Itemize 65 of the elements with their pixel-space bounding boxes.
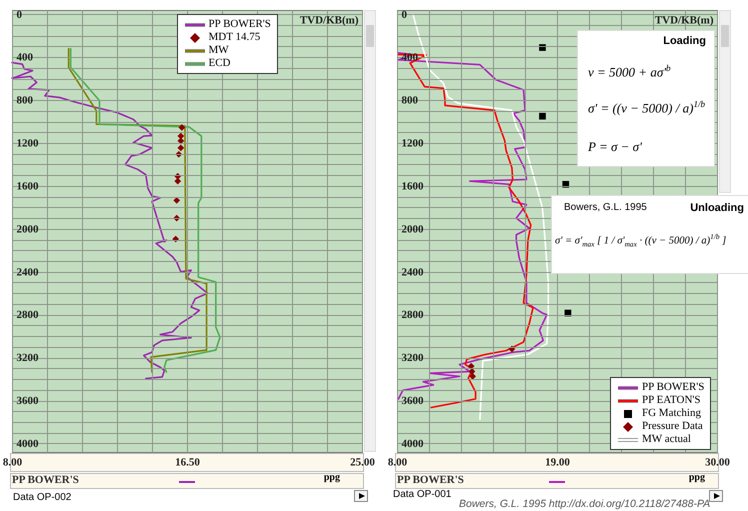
point (177, 144, 184, 152)
point (178, 124, 186, 131)
annotation: σ' = σ'$_{max}$ [ 1 / σ'$_{max}$ · ((v − 5000) / a)$^{1/b}$ ] (555, 232, 726, 249)
point (177, 138, 184, 144)
y-tick-label: 2400 (402, 266, 424, 278)
point (469, 373, 476, 380)
y-tick-label: 4000 (16, 438, 39, 450)
y-tick-label: 3200 (402, 352, 424, 364)
y-tick-label: 4000 (402, 438, 424, 450)
annotation: P = σ − σ' (588, 139, 642, 155)
y-tick-label: 2000 (402, 223, 424, 236)
y-tick-label: 1200 (402, 138, 424, 150)
x-tick-label: 8.00 (2, 456, 23, 468)
y-tick-label: 0 (16, 8, 22, 21)
text: Data OP-001 (393, 489, 452, 500)
x-tick-label: 16.50 (175, 456, 200, 468)
annotation: v = 5000 + aσ'$^{b}$ (588, 63, 671, 80)
x-tick-label: 19.00 (545, 456, 570, 468)
y-tick-label: 2400 (16, 266, 39, 278)
legend-label: MDT 14.75 (208, 31, 260, 44)
y-axis-title: TVD/KB(m) (654, 14, 714, 26)
annotation: Loading (663, 35, 706, 47)
y-tick-label: 3200 (16, 352, 39, 364)
y-axis-title: TVD/KB(m) (300, 14, 359, 26)
legend-label: MW actual (642, 433, 691, 446)
point (173, 197, 180, 204)
x-tick-label: 30.00 (705, 456, 730, 468)
legend-label: PP EATON'S (642, 394, 701, 407)
legend-label: PP BOWER'S (208, 18, 271, 31)
y-tick-label: 3600 (402, 395, 424, 408)
point (174, 178, 182, 184)
y-tick-label: 0 (402, 8, 408, 21)
text: Bowers, G.L. 1995 http://dx.doi.org/10.2118/27488-PA (459, 498, 710, 510)
y-tick-label: 400 (16, 52, 34, 64)
y-tick-label: 2800 (16, 309, 39, 322)
point (539, 44, 546, 51)
legend-label: PP BOWER'S (642, 381, 704, 394)
legend-label: MW (208, 44, 229, 57)
x-axis-title: PP BOWER'S (397, 474, 464, 486)
x-tick-label: 8.00 (388, 456, 408, 468)
y-tick-label: 2800 (402, 309, 424, 322)
y-tick-label: 800 (16, 94, 34, 107)
point (539, 112, 546, 120)
point (177, 132, 184, 140)
annotation: Unloading (690, 202, 744, 214)
y-tick-label: 2000 (16, 223, 39, 236)
legend-label: Pressure Data (642, 420, 703, 433)
x-tick-label: 25.00 (350, 456, 376, 468)
formula-box: Bowers, G.L. 1995 Unloading σ' = σ'$_{max}$ [ 1 / σ'$_{max}$ · ((v − 5000) / a)$^{1/b}$ ] (551, 195, 748, 274)
line-series (11, 62, 208, 380)
annotation: Bowers, G.L. 1995 (564, 202, 647, 213)
y-tick-label: 1600 (16, 180, 39, 192)
y-tick-label: 1600 (402, 180, 424, 192)
text: Data OP-002 (13, 492, 72, 503)
text: ppg (324, 472, 340, 483)
point (564, 310, 572, 316)
y-tick-label: 3600 (16, 395, 39, 408)
x-axis-title: PP BOWER'S (12, 474, 79, 486)
y-tick-label: 1200 (16, 138, 39, 150)
legend-label: FG Matching (642, 407, 701, 420)
text: ppg (688, 472, 705, 483)
annotation: σ' = ((v − 5000) / a)$^{1/b}$ (588, 99, 706, 116)
legend-label: ECD (208, 57, 230, 70)
point (468, 362, 475, 370)
y-tick-label: 800 (402, 94, 418, 107)
